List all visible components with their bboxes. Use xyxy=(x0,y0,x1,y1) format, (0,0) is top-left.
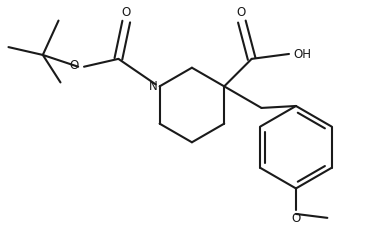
Text: O: O xyxy=(70,59,79,72)
Text: O: O xyxy=(122,6,131,19)
Text: O: O xyxy=(236,6,245,19)
Text: N: N xyxy=(149,79,158,92)
Text: OH: OH xyxy=(294,48,312,61)
Text: O: O xyxy=(291,212,301,224)
